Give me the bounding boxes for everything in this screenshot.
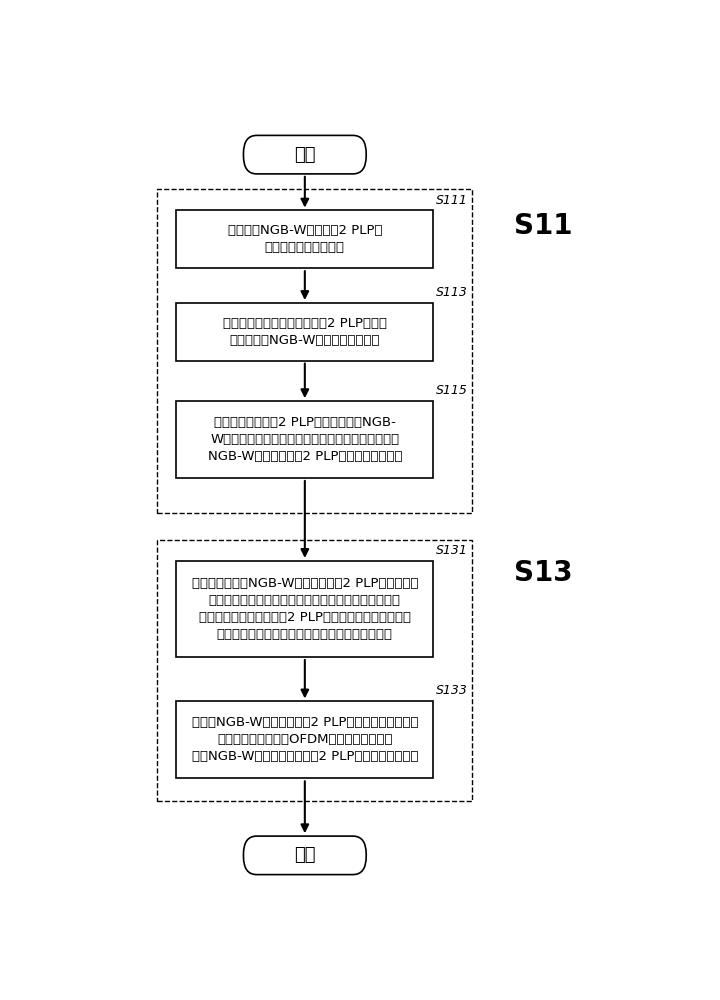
- Text: S131: S131: [436, 544, 468, 557]
- Bar: [176, 561, 433, 657]
- FancyBboxPatch shape: [243, 836, 366, 875]
- Text: 依次计算时间交织后各个类型2 PLP的数据
映射到当前NGB-W帧内的单元字总数: 依次计算时间交织后各个类型2 PLP的数据 映射到当前NGB-W帧内的单元字总数: [222, 317, 387, 347]
- Text: S113: S113: [436, 286, 468, 299]
- Text: 获取当前NGB-W帧内类型2 PLP的
数量和时间子片的数量: 获取当前NGB-W帧内类型2 PLP的 数量和时间子片的数量: [228, 224, 382, 254]
- Text: 依次计算在当前NGB-W帧内各个类型2 PLP的数据在各
个时间子片中第一个单元字和最后一个单元字映射后的
地址，直至完成所有类型2 PLP的数据在各个时间子片: 依次计算在当前NGB-W帧内各个类型2 PLP的数据在各 个时间子片中第一个单元…: [192, 577, 418, 641]
- Bar: [157, 189, 472, 513]
- Text: S115: S115: [436, 384, 468, 397]
- Bar: [176, 210, 433, 268]
- FancyBboxPatch shape: [243, 135, 366, 174]
- Text: 开始: 开始: [294, 146, 315, 164]
- Bar: [176, 701, 433, 778]
- Text: S11: S11: [514, 212, 572, 240]
- Bar: [176, 303, 433, 361]
- Text: 将当前NGB-W帧内所有类型2 PLP在各个时间子片中的
单元字映射至对应的OFDM数据承载单元，在
当前NGB-W帧内完成各个类型2 PLP的数据的资源映射: 将当前NGB-W帧内所有类型2 PLP在各个时间子片中的 单元字映射至对应的OF…: [192, 716, 418, 763]
- Text: S111: S111: [436, 194, 468, 207]
- Bar: [157, 540, 472, 801]
- Text: 结束: 结束: [294, 846, 315, 864]
- Bar: [176, 401, 433, 478]
- Text: S133: S133: [436, 684, 468, 698]
- Text: S13: S13: [514, 559, 572, 587]
- Text: 依次计算各个类型2 PLP的数据在当前NGB-
W帧内的各个时间子片中的单元字数量，以完成当前
NGB-W帧内所有类型2 PLP的数据的时间分片: 依次计算各个类型2 PLP的数据在当前NGB- W帧内的各个时间子片中的单元字数…: [207, 416, 402, 463]
